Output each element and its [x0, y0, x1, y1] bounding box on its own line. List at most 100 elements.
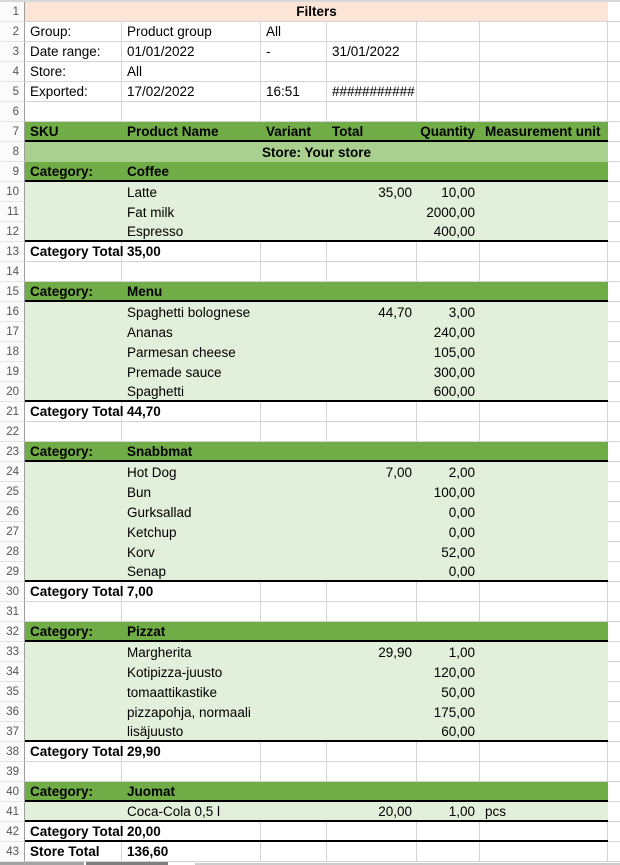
filter-value-3[interactable]: 31/01/2022: [327, 42, 417, 61]
row-number[interactable]: 36: [0, 702, 25, 722]
cell-measurement-unit[interactable]: [480, 522, 608, 542]
cell-empty[interactable]: [327, 282, 417, 300]
row-number[interactable]: 42: [0, 822, 25, 842]
cell-a[interactable]: [25, 422, 122, 441]
cell-overflow-column[interactable]: [608, 422, 620, 442]
cell-empty[interactable]: [480, 42, 608, 61]
row-number[interactable]: 24: [0, 462, 25, 482]
cell-empty[interactable]: [480, 442, 608, 460]
cell-empty[interactable]: [480, 22, 608, 41]
cell-overflow-column[interactable]: [608, 782, 620, 802]
cell-c[interactable]: [261, 102, 327, 121]
row-number[interactable]: 22: [0, 422, 25, 442]
cell-measurement-unit[interactable]: [480, 222, 608, 240]
cell-empty[interactable]: [417, 162, 480, 180]
cell-overflow-column[interactable]: [608, 402, 620, 422]
column-header-measurement-unit[interactable]: Measurement unit: [485, 123, 601, 139]
cell-quantity[interactable]: 50,00: [441, 684, 475, 700]
column-header-variant[interactable]: Variant: [266, 123, 312, 139]
cell-overflow-column[interactable]: [608, 682, 620, 702]
column-header-sku[interactable]: SKU: [30, 123, 59, 139]
cell-sku[interactable]: [25, 382, 122, 400]
store-total-label[interactable]: Store Total: [25, 842, 122, 861]
cell-d[interactable]: [327, 102, 417, 121]
row-number[interactable]: 26: [0, 502, 25, 522]
cell-measurement-unit[interactable]: [480, 202, 608, 222]
cell-sku[interactable]: [25, 322, 122, 342]
cell-overflow-column[interactable]: [608, 602, 620, 622]
category-total-value[interactable]: 20,00: [122, 822, 261, 840]
cell-empty[interactable]: [480, 782, 608, 800]
cell-empty[interactable]: [480, 82, 608, 101]
cell-overflow-column[interactable]: [608, 22, 620, 42]
row-number[interactable]: 12: [0, 222, 25, 242]
row-number[interactable]: 15: [0, 282, 25, 302]
cell-overflow-column[interactable]: [608, 522, 620, 542]
cell-measurement-unit[interactable]: [480, 322, 608, 342]
category-total-value[interactable]: 35,00: [122, 242, 261, 261]
cell-overflow-column[interactable]: [608, 702, 620, 722]
row-number[interactable]: 20: [0, 382, 25, 402]
cell-total[interactable]: [327, 542, 417, 562]
cell-variant[interactable]: [261, 802, 327, 820]
cell-product-name[interactable]: Bun: [127, 484, 152, 500]
cell-sku[interactable]: [25, 642, 122, 662]
cell-measurement-unit[interactable]: [480, 542, 608, 562]
cell-total[interactable]: 44,70: [378, 304, 412, 320]
cell-product-name[interactable]: Parmesan cheese: [127, 344, 236, 360]
cell-a[interactable]: [25, 602, 122, 621]
row-number[interactable]: 2: [0, 22, 25, 42]
cell-quantity[interactable]: 1,00: [448, 644, 475, 660]
cell-total[interactable]: [327, 362, 417, 382]
row-number[interactable]: 10: [0, 182, 25, 202]
row-number[interactable]: 14: [0, 262, 25, 282]
cell-sku[interactable]: [25, 222, 122, 240]
cell-overflow-column[interactable]: [608, 562, 620, 582]
cell-quantity[interactable]: 400,00: [433, 223, 475, 239]
cell-a[interactable]: [25, 262, 122, 281]
cell-total[interactable]: [327, 482, 417, 502]
filter-value-2[interactable]: All: [261, 22, 327, 41]
cell-overflow-column[interactable]: [608, 282, 620, 302]
cell-sku[interactable]: [25, 342, 122, 362]
category-name[interactable]: Pizzat: [127, 623, 166, 639]
cell-total[interactable]: [327, 522, 417, 542]
cell-measurement-unit[interactable]: [480, 302, 608, 322]
cell-product-name[interactable]: Ketchup: [127, 524, 177, 540]
row-number[interactable]: 29: [0, 562, 25, 582]
cell-overflow-column[interactable]: [608, 262, 620, 282]
cell-measurement-unit[interactable]: [480, 682, 608, 702]
row-number[interactable]: 33: [0, 642, 25, 662]
cell-a[interactable]: [25, 102, 122, 121]
cell-sku[interactable]: [25, 482, 122, 502]
category-total-label[interactable]: Category Total: [25, 242, 124, 261]
cell-variant[interactable]: [261, 322, 327, 342]
category-label[interactable]: Category:: [30, 623, 94, 639]
cell-variant[interactable]: [261, 522, 327, 542]
row-number[interactable]: 23: [0, 442, 25, 462]
cell-quantity[interactable]: 300,00: [433, 364, 475, 380]
category-label[interactable]: Category:: [30, 283, 94, 299]
cell-empty[interactable]: [417, 42, 480, 61]
cell-f[interactable]: [480, 762, 608, 781]
cell-d[interactable]: [327, 262, 417, 281]
cell-overflow-column[interactable]: [608, 342, 620, 362]
cell-overflow-column[interactable]: [608, 622, 620, 642]
cell-sku[interactable]: [25, 722, 122, 740]
cell-overflow-column[interactable]: [608, 642, 620, 662]
row-number[interactable]: 40: [0, 782, 25, 802]
row-number[interactable]: 1: [0, 2, 25, 22]
row-number[interactable]: 39: [0, 762, 25, 782]
cell-sku[interactable]: [25, 682, 122, 702]
cell-quantity[interactable]: 600,00: [433, 383, 475, 399]
cell-empty[interactable]: [327, 842, 417, 861]
cell-measurement-unit[interactable]: [480, 642, 608, 662]
category-total-value[interactable]: 7,00: [122, 582, 261, 601]
cell-empty[interactable]: [261, 742, 327, 761]
cell-total[interactable]: [327, 562, 417, 580]
cell-overflow-column[interactable]: [608, 362, 620, 382]
cell-measurement-unit[interactable]: [480, 462, 608, 482]
cell-empty[interactable]: [261, 822, 327, 840]
horizontal-scrollbar[interactable]: [0, 862, 620, 865]
filter-value-2[interactable]: -: [261, 42, 327, 61]
